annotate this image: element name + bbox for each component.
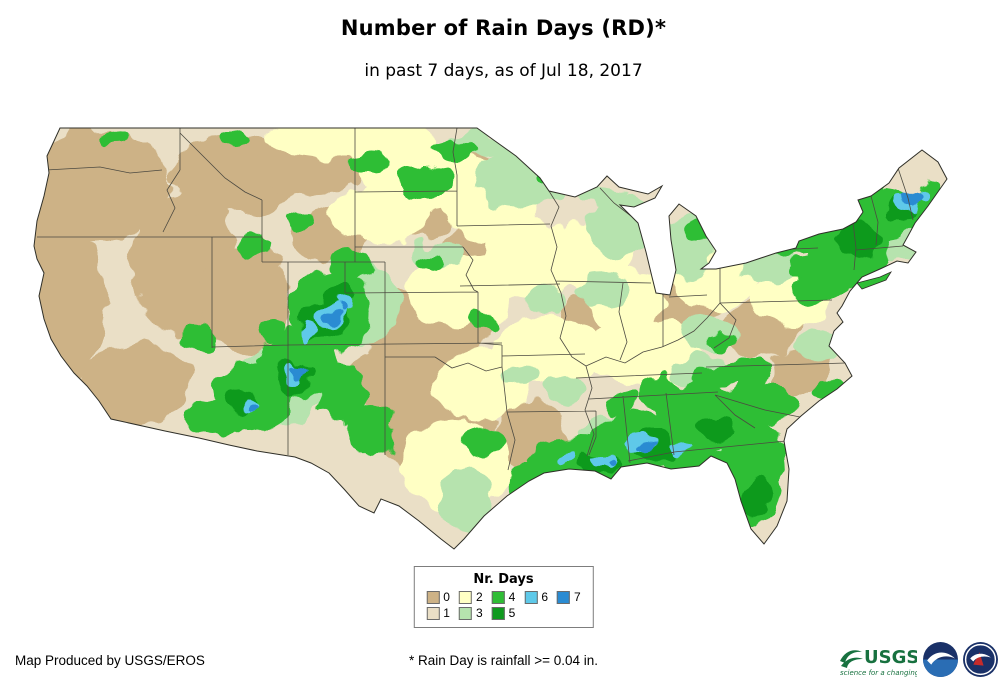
state-borders bbox=[37, 128, 914, 471]
legend-label-5: 5 bbox=[508, 606, 516, 620]
legend-item-1: 1 bbox=[426, 607, 450, 620]
legend-swatch-1 bbox=[426, 607, 440, 620]
usgs-tagline: science for a changing world bbox=[840, 669, 917, 677]
us-outline bbox=[33, 127, 948, 550]
legend-grid: 0 2 4 6 7 1 3 5 bbox=[426, 590, 581, 620]
rain-day-footnote: * Rain Day is rainfall >= 0.04 in. bbox=[408, 653, 599, 668]
legend-swatch-2 bbox=[458, 591, 472, 604]
legend-item-6: 6 bbox=[524, 591, 548, 604]
map-credit: Map Produced by USGS/EROS bbox=[15, 653, 205, 668]
legend-label-3: 3 bbox=[475, 606, 483, 620]
legend-label-7: 7 bbox=[574, 590, 581, 604]
nws-gull-icon bbox=[970, 653, 991, 662]
legend-item-4: 4 bbox=[491, 590, 516, 604]
legend-swatch-7 bbox=[557, 591, 571, 604]
page-title: Number of Rain Days (RD)* bbox=[340, 16, 667, 40]
usgs-logo: USGS science for a changing world bbox=[837, 640, 941, 683]
legend-swatch-0 bbox=[426, 591, 440, 604]
legend-label-0: 0 bbox=[443, 590, 450, 604]
noaa-gull-icon bbox=[927, 652, 955, 665]
page-subtitle: in past 7 days, as of Jul 18, 2017 bbox=[364, 61, 643, 81]
rain-days-raster bbox=[34, 128, 944, 532]
noaa-logo bbox=[922, 641, 959, 683]
usgs-wave-icon bbox=[840, 650, 862, 663]
agency-logos: USGS science for a changing world bbox=[837, 640, 999, 683]
legend-item-5: 5 bbox=[491, 606, 516, 620]
long-island bbox=[856, 271, 893, 290]
usgs-logo-text: USGS bbox=[864, 647, 917, 668]
legend-item-3: 3 bbox=[458, 606, 483, 620]
usgs-wave-icon-2 bbox=[841, 657, 863, 668]
legend-item-7: 7 bbox=[557, 591, 581, 604]
legend: Nr. Days 0 2 4 6 7 1 3 5 bbox=[413, 566, 594, 628]
legend-label-1: 1 bbox=[443, 606, 450, 620]
legend-title: Nr. Days bbox=[473, 572, 534, 587]
legend-item-0: 0 bbox=[426, 591, 450, 604]
nws-logo bbox=[962, 641, 999, 683]
legend-label-2: 2 bbox=[475, 590, 483, 604]
legend-swatch-3 bbox=[458, 607, 472, 620]
legend-label-6: 6 bbox=[541, 590, 549, 604]
legend-item-2: 2 bbox=[458, 590, 483, 604]
nws-flag-icon bbox=[973, 651, 984, 666]
legend-swatch-6 bbox=[524, 591, 538, 604]
legend-swatch-4 bbox=[491, 591, 505, 604]
legend-swatch-5 bbox=[491, 607, 505, 620]
legend-label-4: 4 bbox=[508, 590, 516, 604]
